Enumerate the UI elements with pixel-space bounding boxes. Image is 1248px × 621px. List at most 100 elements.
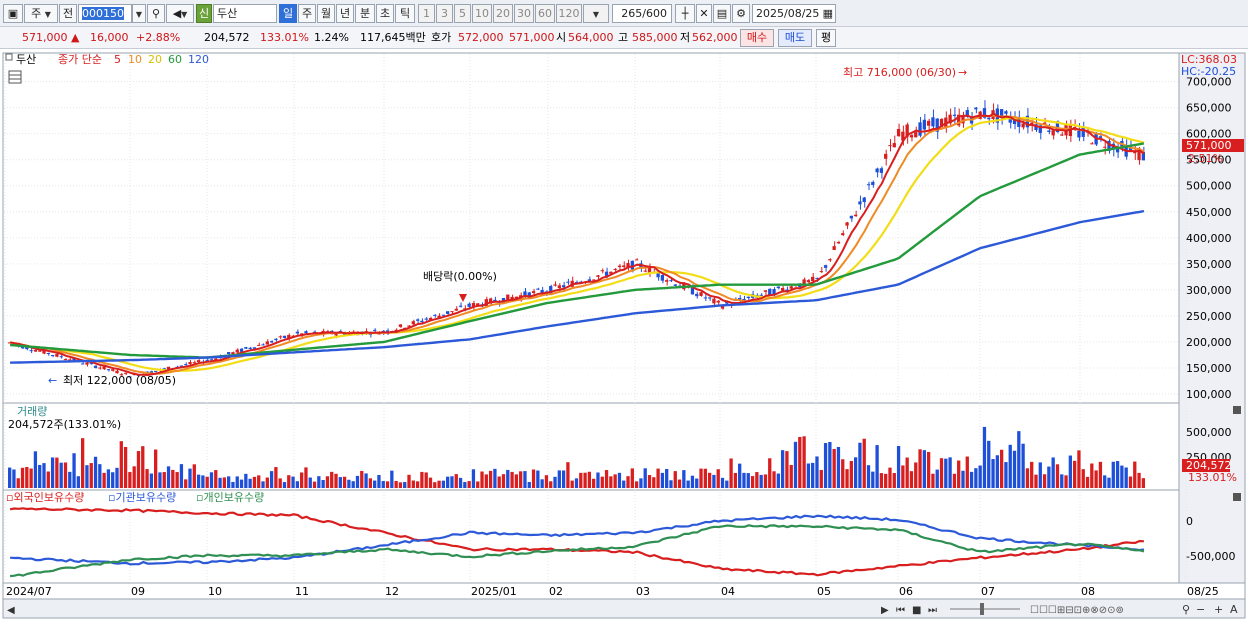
tab-period-second[interactable]: 초 <box>376 4 394 23</box>
volume-bar <box>944 458 948 488</box>
holding-close-icon[interactable] <box>1233 493 1241 501</box>
volume-bar <box>403 482 407 488</box>
interval-30[interactable]: 30 <box>514 4 534 23</box>
zoom-search-icon[interactable]: ⚲ <box>1182 603 1190 616</box>
quote-volume-ratio: 133.01% <box>260 31 309 44</box>
candle <box>514 296 519 299</box>
date-input[interactable]: 2025/08/25 ▦ <box>752 4 836 23</box>
sound-button[interactable]: ◀▼ <box>166 4 194 23</box>
candle <box>59 356 63 358</box>
volume-bar <box>931 473 935 488</box>
quote-amount: 117,645백만 <box>360 31 426 44</box>
tool-icon[interactable]: ✕ <box>696 4 712 23</box>
holding-y-label: 0 <box>1186 515 1193 528</box>
first-page-icon[interactable]: ⏮ <box>896 605 905 616</box>
stop-icon[interactable]: ■ <box>912 605 921 616</box>
buy-button[interactable]: 매수 <box>740 29 774 47</box>
volume-bar <box>832 448 836 488</box>
tab-period-tick[interactable]: 틱 <box>395 4 415 23</box>
save-icon[interactable]: ▤ <box>713 4 731 23</box>
quote-turnover: 1.24% <box>314 31 349 44</box>
tab-period-day[interactable]: 일 <box>279 4 297 23</box>
stock-chart[interactable]: 700,000 650,000 600,000 550,000 500,000 450,0… <box>0 50 1248 621</box>
code-dropdown-button[interactable]: ▼ <box>132 4 146 23</box>
volume-bar <box>132 466 136 488</box>
grid <box>4 54 1187 582</box>
volume-bar <box>166 466 171 488</box>
search-button[interactable]: ⚲ <box>147 4 165 23</box>
tab-period-year[interactable]: 년 <box>336 4 354 23</box>
table-icon[interactable] <box>8 70 22 84</box>
x-axis-label: 2024/07 <box>6 585 52 598</box>
volume-bar <box>394 480 398 488</box>
candle <box>81 363 85 365</box>
interval-3[interactable]: 3 <box>436 4 453 23</box>
zoom-in-icon[interactable]: + <box>1214 603 1223 616</box>
candle <box>707 297 712 299</box>
candle-type-icon[interactable]: ┼ <box>675 4 695 23</box>
last-page-icon[interactable]: ⏭ <box>928 605 937 616</box>
dividend-marker-icon <box>459 294 467 302</box>
candle <box>622 265 626 268</box>
interval-custom-select[interactable]: ▼ <box>583 4 609 23</box>
prev-button[interactable]: 전 <box>59 4 77 23</box>
candle <box>841 233 845 236</box>
scroll-right-icon[interactable]: ▶ <box>881 605 889 616</box>
volume-bar <box>729 458 733 488</box>
interval-60[interactable]: 60 <box>535 4 555 23</box>
volume-bar <box>656 468 660 488</box>
sell-button[interactable]: 매도 <box>778 29 812 47</box>
count-input[interactable]: 265/600 <box>612 4 672 23</box>
volume-bar <box>935 469 939 488</box>
candle <box>673 284 677 286</box>
quote-change: 16,000 <box>90 31 129 44</box>
search-icon: ⚲ <box>151 7 161 20</box>
candle <box>720 306 725 309</box>
interval-10[interactable]: 10 <box>472 4 492 23</box>
volume-bar <box>1008 444 1012 488</box>
volume-bar <box>888 467 892 488</box>
candle <box>450 311 454 313</box>
candle <box>931 117 935 127</box>
volume-bar <box>1051 457 1055 488</box>
candle <box>1090 143 1094 145</box>
eval-button[interactable]: 평 <box>816 29 836 47</box>
layout-icon[interactable]: ▣ <box>3 4 23 23</box>
volume-bar <box>514 474 519 488</box>
price-axis-labels: 700,000 650,000 600,000 550,000 500,000 450,0… <box>1186 76 1232 401</box>
calendar-icon: ▦ <box>822 7 833 20</box>
interval-1[interactable]: 1 <box>418 4 435 23</box>
price-y-label: 600,000 <box>1186 128 1232 141</box>
tab-period-week[interactable]: 주 <box>298 4 316 23</box>
tool-icons[interactable]: ☐☐☐⊞⊟⊡⊕⊗⊘⊙⊚ <box>1030 605 1124 616</box>
candle <box>1098 136 1103 138</box>
interval-120[interactable]: 120 <box>556 4 582 23</box>
volume-bar <box>25 467 29 488</box>
interval-20[interactable]: 20 <box>493 4 513 23</box>
code-input[interactable]: 000150 <box>78 4 132 23</box>
gear-icon[interactable]: ⚙ <box>732 4 750 23</box>
candle <box>1008 118 1012 123</box>
candle <box>29 350 33 352</box>
candle <box>231 352 235 355</box>
volume-bar <box>59 462 63 488</box>
stock-name-field[interactable]: 두산 <box>213 4 277 23</box>
scroll-bar[interactable] <box>2 598 1246 619</box>
volume-bar <box>1012 450 1017 488</box>
font-size-icon[interactable]: A <box>1230 603 1238 616</box>
up-arrow-icon: ▲ <box>71 31 80 44</box>
volume-bar <box>381 481 385 488</box>
volume-close-icon[interactable] <box>1233 406 1241 414</box>
zoom-out-icon[interactable]: − <box>1196 603 1205 616</box>
institution-holding-line <box>10 514 1145 566</box>
market-select[interactable]: 주 ▼ <box>24 4 58 23</box>
volume-bar <box>476 481 480 488</box>
scroll-left-icon[interactable]: ◀ <box>7 605 15 616</box>
tab-period-minute[interactable]: 분 <box>355 4 375 23</box>
tab-period-month[interactable]: 월 <box>317 4 335 23</box>
interval-5[interactable]: 5 <box>454 4 471 23</box>
candle <box>716 300 720 303</box>
zoom-slider-handle[interactable] <box>980 603 984 615</box>
volume-bar <box>411 480 415 488</box>
candle <box>922 119 926 130</box>
